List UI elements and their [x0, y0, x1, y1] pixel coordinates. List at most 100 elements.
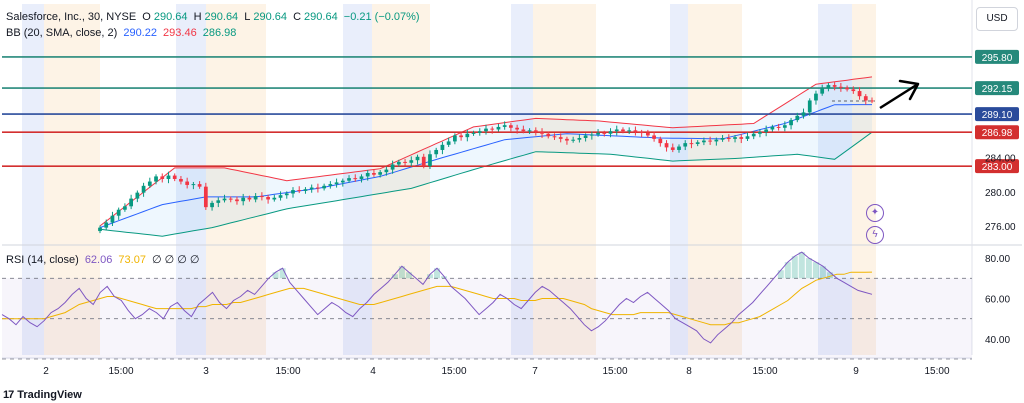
price-tick-label: 276.00 — [985, 222, 1016, 233]
candle-body — [807, 100, 812, 113]
candle-body — [814, 93, 818, 101]
candle-body — [309, 187, 314, 190]
candle-body — [222, 198, 227, 201]
high-value: 290.64 — [204, 11, 239, 23]
session-shade — [670, 4, 688, 355]
close-value: 290.64 — [304, 11, 338, 23]
candle-body — [110, 215, 115, 223]
candle-body — [210, 202, 214, 208]
candle-body — [197, 184, 202, 187]
compare-icon[interactable]: ✦ — [866, 204, 884, 222]
candle-body — [203, 186, 208, 208]
time-tick-label: 9 — [853, 366, 859, 377]
candle-body — [471, 132, 476, 134]
candle-body — [714, 139, 719, 142]
candle — [222, 194, 227, 203]
level-label: 292.15 — [982, 84, 1013, 95]
low-value: 290.64 — [253, 11, 288, 23]
candle — [664, 140, 669, 152]
candle-body — [558, 137, 563, 139]
bb-upper-value: 293.46 — [163, 27, 197, 39]
candle-body — [241, 197, 246, 202]
time-tick-label: 8 — [686, 366, 692, 377]
candle-body — [664, 143, 669, 148]
candle — [216, 197, 221, 208]
candle — [129, 194, 133, 210]
candle — [782, 121, 787, 132]
candle-body — [583, 135, 588, 139]
level-label: 295.80 — [982, 53, 1013, 64]
level-tag — [975, 107, 1019, 122]
candle — [558, 133, 563, 143]
candle-body — [851, 89, 856, 92]
candle-body — [166, 175, 171, 179]
candle-body — [353, 178, 358, 180]
candle — [870, 97, 874, 104]
candle — [484, 124, 488, 135]
rsi-legend[interactable]: RSI (14, close) 62.06 73.07 ∅ ∅ ∅ ∅ — [6, 253, 203, 266]
candle-body — [533, 130, 538, 133]
session-shade — [22, 4, 44, 355]
candle — [770, 124, 775, 132]
candle — [857, 87, 862, 100]
candle-body — [179, 178, 183, 182]
trend-arrow-line — [879, 82, 919, 110]
candle-body — [160, 176, 165, 179]
symbol-title[interactable]: Salesforce, Inc., 30, NYSE — [6, 11, 137, 23]
price-legend: Salesforce, Inc., 30, NYSE O 290.64 H 290.… — [6, 11, 420, 23]
candle — [814, 90, 818, 105]
candle-body — [596, 132, 600, 135]
candle — [614, 125, 619, 136]
candle — [689, 139, 694, 149]
candle-body — [758, 132, 762, 134]
candle-body — [154, 176, 158, 182]
candle — [309, 184, 314, 193]
candle-body — [185, 181, 190, 185]
candle — [154, 174, 158, 185]
time-tick-label: 4 — [370, 366, 376, 377]
candle-body — [863, 96, 868, 101]
candle-body — [415, 156, 420, 161]
candle-body — [720, 138, 725, 140]
candle-body — [602, 132, 607, 134]
candle-body — [552, 136, 557, 138]
time-tick-label: 15:00 — [275, 366, 300, 377]
tradingview-brand[interactable]: 17 TradingView — [3, 389, 82, 401]
candle-body — [739, 137, 744, 139]
candle — [533, 127, 538, 136]
candle-body — [421, 156, 426, 167]
bb-lower-value: 286.98 — [202, 27, 237, 39]
candle-body — [870, 100, 874, 102]
candle-body — [614, 129, 619, 132]
lightning-icon[interactable]: ϟ — [866, 226, 884, 244]
candle — [527, 128, 532, 134]
candle-body — [745, 136, 750, 139]
candle — [571, 136, 576, 143]
rsi-tick-label: 80.00 — [985, 254, 1010, 265]
candle-body — [123, 206, 127, 210]
candle — [596, 129, 600, 137]
level-tag — [975, 159, 1019, 174]
currency-button[interactable]: USD — [976, 7, 1018, 31]
price-tick-label: 280.00 — [985, 188, 1016, 199]
candle-body — [284, 193, 289, 196]
candle — [708, 136, 712, 145]
candle — [471, 130, 476, 136]
candle — [421, 153, 426, 169]
candle-body — [446, 141, 451, 145]
candle-body — [235, 199, 239, 202]
candle-body — [484, 128, 488, 132]
candle — [316, 183, 320, 193]
bb-legend[interactable]: BB (20, SMA, close, 2) 290.22 293.46 286… — [6, 27, 239, 39]
candle — [191, 181, 196, 190]
candle-body — [695, 142, 700, 144]
candle-body — [172, 175, 177, 179]
candle-body — [521, 129, 526, 132]
candle-body — [801, 112, 806, 116]
candle-body — [390, 164, 395, 170]
candle-body — [228, 198, 233, 200]
candle — [135, 190, 140, 203]
candle-body — [652, 135, 656, 139]
candle-body — [546, 133, 551, 137]
